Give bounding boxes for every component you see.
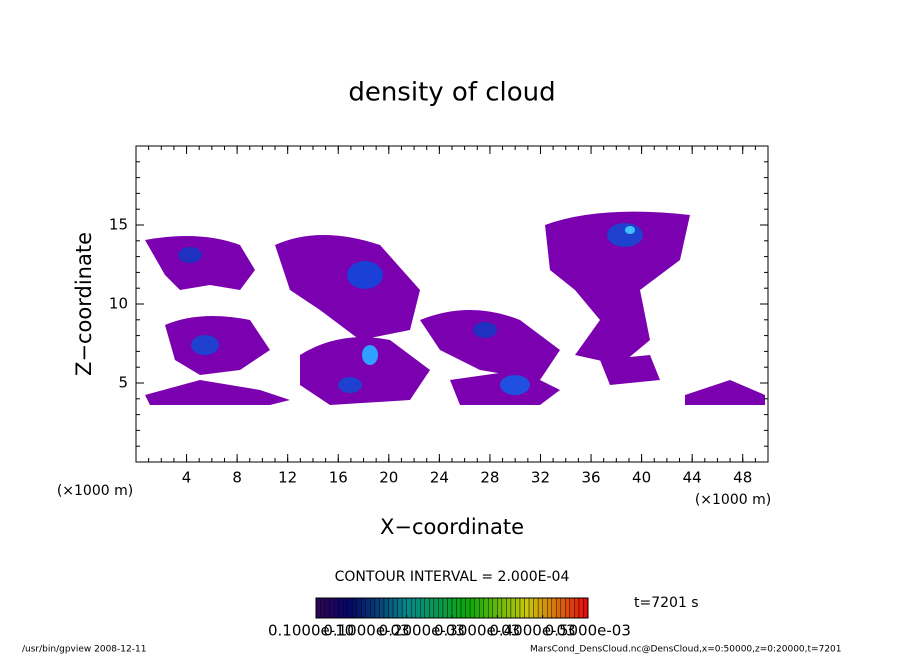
colorbar-cell (501, 597, 507, 619)
y-unit: (×1000 m) (57, 483, 133, 499)
colorbar-cell (365, 597, 371, 619)
colorbar-cell (528, 597, 534, 619)
colorbar-cell (465, 597, 471, 619)
footer-left: /usr/bin/gpview 2008-12-11 (22, 645, 146, 654)
colorbar-cell (569, 597, 575, 619)
x-tick-label: 36 (581, 469, 600, 487)
colorbar-cell (429, 597, 435, 619)
y-axis-label: Z−coordinate (72, 232, 96, 376)
x-tick-label: 12 (278, 469, 297, 487)
colorbar-cell (578, 597, 584, 619)
colorbar-cell (479, 597, 484, 619)
colorbar-cell (497, 597, 503, 619)
colorbar-cell (397, 597, 403, 619)
colorbar-cell (333, 597, 339, 619)
colorbar-cell (469, 597, 475, 619)
x-tick-label: 48 (733, 469, 752, 487)
colorbar-cell (565, 597, 571, 619)
contour-interval: CONTOUR INTERVAL = 2.000E-04 (335, 569, 570, 585)
x-tick-label: 4 (182, 469, 192, 487)
colorbar-cell (329, 597, 335, 619)
colorbar-cell (383, 597, 389, 619)
colorbar-cell (374, 597, 380, 619)
colorbar-cell (315, 597, 321, 619)
colorbar-cell (533, 597, 539, 619)
x-tick-label: 28 (480, 469, 499, 487)
colorbar-cell (488, 597, 493, 619)
colorbar-cell (510, 597, 516, 619)
colorbar-cell (324, 597, 330, 619)
colorbar-cell (547, 597, 552, 619)
colorbar-cell (583, 597, 589, 619)
colorbar-cell (447, 597, 453, 619)
y-tick-label: 10 (109, 295, 128, 313)
colorbar-cell (379, 597, 385, 619)
x-tick-label: 32 (531, 469, 550, 487)
colorbar-cell (420, 597, 425, 619)
x-tick-label: 40 (632, 469, 651, 487)
colorbar-cell (438, 597, 444, 619)
colorbar-cell (388, 597, 394, 619)
colorbar-label: 0.4000e-03 (489, 622, 575, 640)
colorbar-cell (433, 597, 439, 619)
colorbar-cell (524, 597, 530, 619)
colorbar-cell (338, 597, 344, 619)
colorbar-label: 0.1000e-10 (268, 622, 354, 640)
plot-frame (135, 145, 769, 463)
colorbar-cell (370, 597, 376, 619)
colorbar-cell (560, 597, 566, 619)
colorbar-cell (542, 597, 548, 619)
colorbar-cell (347, 597, 353, 619)
contour-field (145, 211, 765, 405)
colorbar-cell (401, 597, 407, 619)
footer-right: MarsCond_DensCloud.nc@DensCloud,x=0:5000… (530, 645, 842, 654)
colorbar-cell (411, 597, 416, 619)
colorbar-cell (352, 597, 357, 619)
colorbar-cell (343, 597, 348, 619)
x-tick-label: 8 (232, 469, 242, 487)
colorbar-cell (442, 597, 448, 619)
colorbar-cell (483, 597, 489, 619)
colorbar-cell (519, 597, 525, 619)
colorbar-label: 0.5000e-03 (545, 622, 631, 640)
colorbar-cell (474, 597, 480, 619)
colorbar-label: 0.3000e-03 (434, 622, 520, 640)
colorbar-cell (515, 597, 521, 619)
x-tick-label: 20 (379, 469, 398, 487)
x-tick-label: 16 (329, 469, 348, 487)
x-tick-label: 24 (430, 469, 449, 487)
time-label: t=7201 s (634, 595, 699, 611)
colorbar-cell (492, 597, 498, 619)
colorbar-cell (356, 597, 362, 619)
colorbar-label: 0.1000e-03 (323, 622, 409, 640)
colorbar-cell (574, 597, 580, 619)
x-unit: (×1000 m) (695, 492, 771, 508)
contour-highlights (178, 223, 643, 395)
colorbar-cell (361, 597, 367, 619)
colorbar-cell (551, 597, 557, 619)
colorbar-cell (537, 597, 543, 619)
colorbar-cell (556, 597, 561, 619)
colorbar-cell (456, 597, 462, 619)
colorbar-label: 0.2000e-03 (379, 622, 465, 640)
colorbar-cell (406, 597, 412, 619)
colorbar-cell (451, 597, 457, 619)
colorbar-cell (460, 597, 466, 619)
colorbar-cell (415, 597, 421, 619)
chart-title: density of cloud (348, 78, 555, 108)
colorbar-cell (424, 597, 430, 619)
colorbar-cell (392, 597, 398, 619)
y-tick-label: 15 (109, 216, 128, 234)
x-axis-label: X−coordinate (380, 515, 524, 539)
x-tick-label: 44 (683, 469, 702, 487)
y-tick-label: 5 (118, 374, 128, 392)
colorbar-cell (506, 597, 512, 619)
colorbar-cell (320, 597, 326, 619)
